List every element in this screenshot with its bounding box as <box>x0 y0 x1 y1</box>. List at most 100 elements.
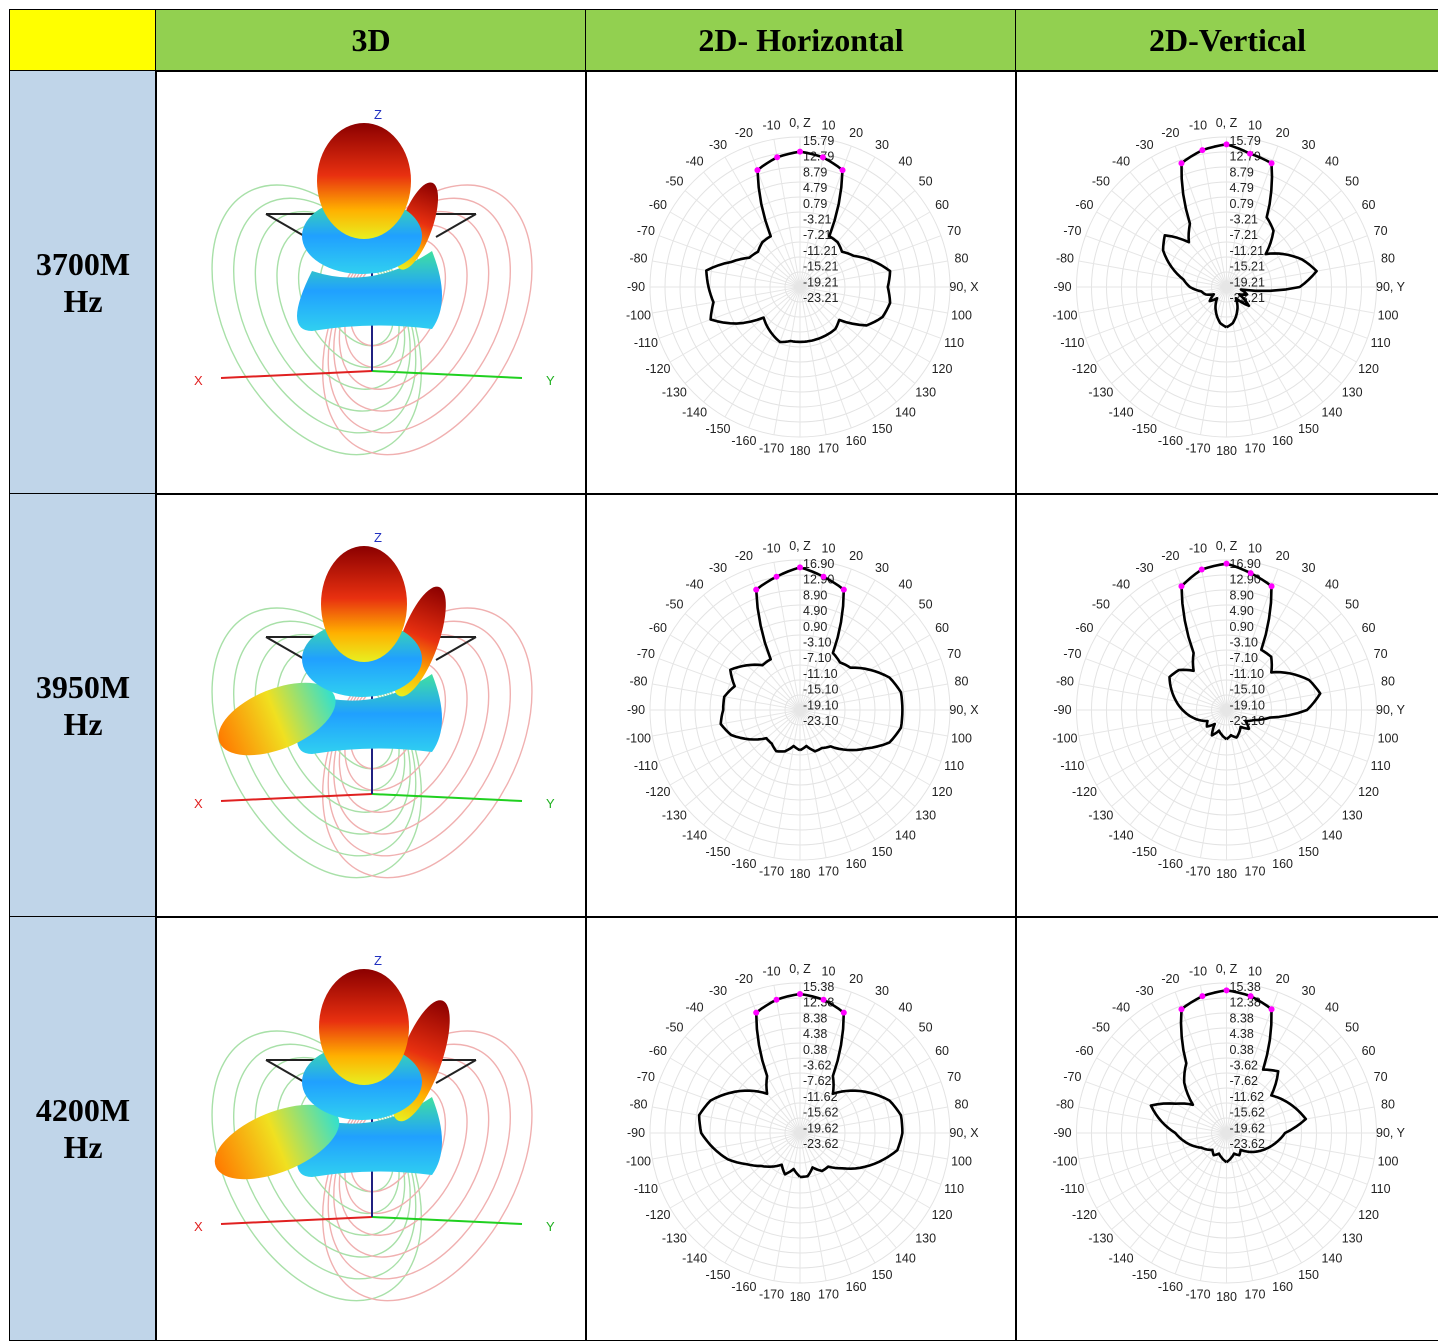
angle-tick-label: -10 <box>762 541 780 555</box>
marker-point <box>1223 987 1230 994</box>
radial-tick-label: 0.38 <box>803 1043 827 1057</box>
radial-tick-label: -7.62 <box>803 1074 832 1088</box>
angle-tick-label: -60 <box>1075 198 1093 212</box>
radial-tick-label: 4.79 <box>803 181 827 195</box>
radial-tick-label: 8.90 <box>1230 588 1254 602</box>
angle-tick-label: 10 <box>1248 118 1262 132</box>
angle-tick-label: 100 <box>1378 731 1399 745</box>
angle-tick-label: -150 <box>705 845 730 859</box>
marker-point <box>774 154 781 161</box>
angle-tick-label: -110 <box>1060 1182 1084 1196</box>
grid-spoke <box>1085 286 1227 339</box>
angle-tick-label: -100 <box>626 1154 651 1168</box>
angle-tick-label: 40 <box>898 1000 912 1014</box>
grid-spoke <box>1199 139 1227 288</box>
grid-spoke <box>1226 613 1342 711</box>
radial-tick-label: -23.62 <box>1230 1137 1265 1151</box>
grid-spoke <box>703 1132 801 1249</box>
radial-tick-label: -3.62 <box>1230 1059 1259 1073</box>
grid-spoke <box>799 709 942 762</box>
marker-point <box>754 167 761 174</box>
angle-tick-label: 70 <box>1374 1070 1388 1084</box>
angle-tick-label: 10 <box>1248 964 1262 978</box>
angle-tick-label: 40 <box>1325 154 1339 168</box>
grid-spoke <box>1111 1036 1227 1134</box>
grid-spoke <box>669 1132 801 1209</box>
angle-tick-label: -50 <box>665 175 683 189</box>
angle-tick-label: 140 <box>1321 1252 1342 1266</box>
grid-spoke <box>799 286 916 384</box>
angle-tick-label: -100 <box>626 308 651 322</box>
grid-spoke <box>1226 1132 1324 1249</box>
angle-tick-label: 30 <box>875 561 889 575</box>
angle-tick-label: 90, Y <box>1376 1126 1406 1140</box>
grid-spoke <box>669 1057 801 1134</box>
grid-spoke <box>1111 286 1227 384</box>
radial-tick-label: 12.90 <box>803 573 834 587</box>
grid-spoke <box>1226 709 1342 807</box>
radial-tick-label: 8.38 <box>1230 1011 1254 1025</box>
angle-tick-label: 20 <box>1276 126 1290 140</box>
angle-tick-label: 60 <box>935 198 949 212</box>
angle-tick-label: 140 <box>1321 406 1342 420</box>
grid-spoke <box>773 562 801 711</box>
angle-tick-label: 40 <box>1325 1000 1339 1014</box>
polar-grid <box>649 136 951 438</box>
angle-tick-label: -60 <box>1075 1044 1093 1058</box>
grid-spoke <box>799 286 827 435</box>
angle-tick-label: 150 <box>1298 845 1319 859</box>
angle-tick-label: 160 <box>1272 857 1293 871</box>
angle-tick-label: 90, Y <box>1376 280 1406 294</box>
radial-tick-label: 8.38 <box>803 1011 827 1025</box>
radial-tick-label: -7.21 <box>1230 228 1259 242</box>
angle-tick-label: 0, Z <box>789 962 811 976</box>
marker-point <box>1178 583 1185 590</box>
grid-spoke <box>658 1081 801 1134</box>
grid-spoke <box>1226 709 1375 737</box>
radial-tick-label: -23.10 <box>803 714 838 728</box>
radial-tick-label: 0.79 <box>803 197 827 211</box>
polar-grid <box>649 559 951 861</box>
angle-tick-label: 150 <box>872 845 893 859</box>
y-axis-label: Y <box>546 796 555 811</box>
angle-tick-label: -100 <box>626 731 651 745</box>
angle-tick-label: 100 <box>951 308 972 322</box>
radial-tick-label: -7.21 <box>803 228 832 242</box>
header-3d: 3D <box>155 9 587 72</box>
angle-tick-label: 70 <box>947 224 961 238</box>
grid-spoke <box>669 634 801 711</box>
y-axis-line <box>371 370 523 379</box>
angle-tick-label: 0, Z <box>1216 962 1238 976</box>
radial-tick-label: -19.21 <box>803 275 838 289</box>
radial-tick-label: 0.79 <box>1230 197 1254 211</box>
angle-tick-label: 0, Z <box>789 116 811 130</box>
angle-tick-label: 110 <box>944 336 964 350</box>
angle-tick-label: -110 <box>1060 336 1084 350</box>
radial-tick-label: -11.10 <box>1230 667 1265 681</box>
angle-tick-label: 90, Y <box>1376 703 1406 717</box>
angle-tick-label: 50 <box>1345 598 1359 612</box>
angle-tick-label: 10 <box>822 964 836 978</box>
marker-point <box>1198 566 1205 573</box>
angle-tick-label: -170 <box>759 1288 784 1302</box>
angle-tick-label: 120 <box>932 1208 953 1222</box>
radial-tick-label: 15.79 <box>1230 134 1261 148</box>
angle-tick-label: -20 <box>735 549 753 563</box>
marker-point <box>820 996 827 1003</box>
angle-tick-label: 40 <box>1325 577 1339 591</box>
grid-spoke <box>748 709 801 852</box>
grid-spoke <box>1085 1132 1227 1185</box>
grid-spoke <box>773 139 801 288</box>
grid-spoke <box>1096 1057 1227 1134</box>
radial-tick-label: 4.79 <box>1230 181 1254 195</box>
angle-tick-label: 10 <box>822 541 836 555</box>
angle-tick-label: -30 <box>709 138 727 152</box>
grid-spoke <box>1096 634 1227 711</box>
radial-tick-label: -15.21 <box>1230 260 1265 274</box>
angle-tick-label: -140 <box>1109 406 1134 420</box>
angle-tick-label: 150 <box>1298 1268 1319 1282</box>
angle-tick-label: 180 <box>790 867 811 881</box>
polar-grid <box>649 982 951 1284</box>
